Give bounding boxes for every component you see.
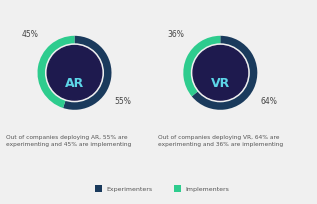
Text: Experimenters: Experimenters — [106, 186, 152, 191]
Text: AR: AR — [65, 77, 84, 90]
Text: 55%: 55% — [114, 97, 131, 106]
Text: Implementers: Implementers — [185, 186, 229, 191]
Text: 64%: 64% — [260, 97, 277, 106]
Circle shape — [46, 45, 103, 102]
Text: 45%: 45% — [22, 29, 39, 38]
Text: Out of companies deploying VR, 64% are
experimenting and 36% are implementing: Out of companies deploying VR, 64% are e… — [158, 135, 284, 147]
Wedge shape — [37, 37, 74, 109]
Wedge shape — [63, 37, 112, 110]
Text: 36%: 36% — [168, 29, 184, 38]
Wedge shape — [192, 37, 257, 110]
Circle shape — [193, 46, 248, 101]
Circle shape — [47, 46, 102, 101]
Wedge shape — [183, 37, 220, 97]
Circle shape — [191, 45, 249, 102]
Text: Out of companies deploying AR, 55% are
experimenting and 45% are implementing: Out of companies deploying AR, 55% are e… — [6, 135, 132, 147]
Text: VR: VR — [211, 77, 230, 90]
